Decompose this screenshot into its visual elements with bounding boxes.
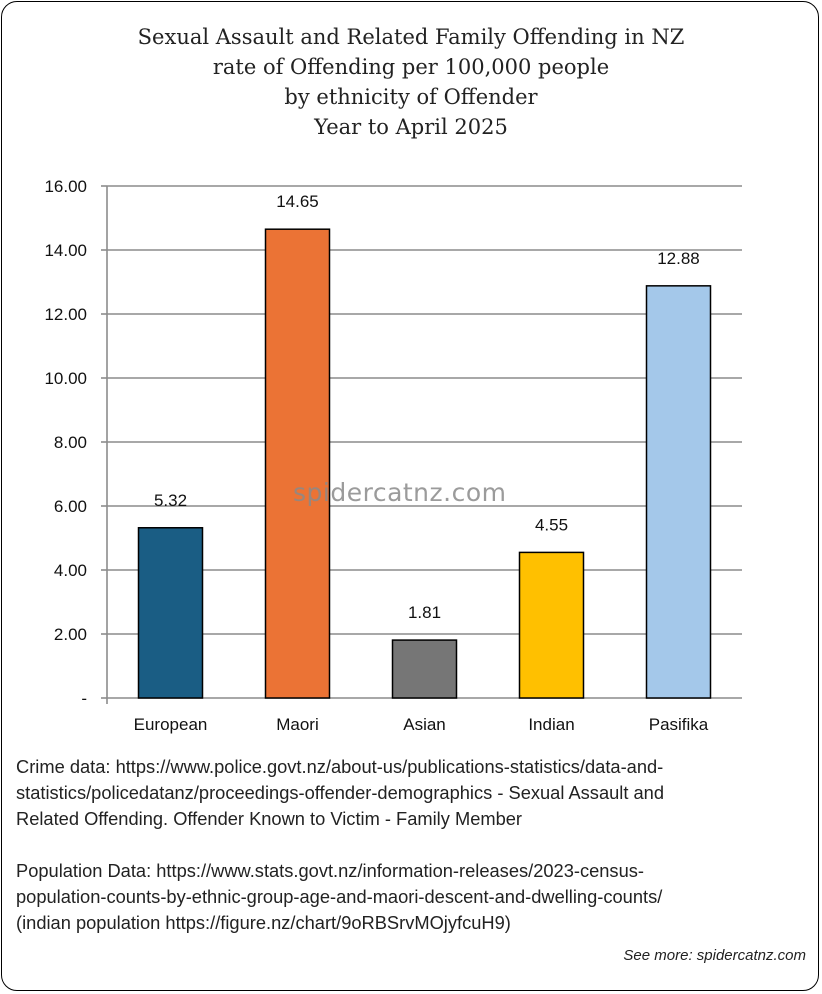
data-label: 4.55 <box>535 515 568 534</box>
y-tick-label: 16.00 <box>44 177 87 196</box>
data-label: 1.81 <box>408 603 441 622</box>
x-tick-label: European <box>134 715 208 734</box>
source-notes: Crime data: https://www.police.govt.nz/a… <box>16 754 806 936</box>
chart-title: Sexual Assault and Related Family Offend… <box>0 22 822 142</box>
y-tick-label: 12.00 <box>44 305 87 324</box>
axes <box>101 185 108 704</box>
labels: - 2.00 4.00 6.00 8.00 10.00 12.00 14.00 16.00 5.3… <box>44 177 708 734</box>
x-tick-label: Pasifika <box>649 715 709 734</box>
crime-data-line-2: statistics/policedatanz/proceedings-offe… <box>16 782 665 803</box>
population-data-line-3: (indian population https://figure.nz/cha… <box>16 912 511 933</box>
bar-european <box>137 527 204 699</box>
title-line-2: rate of Offending per 100,000 people <box>212 55 610 79</box>
data-label: 5.32 <box>154 491 187 510</box>
title-line-1: Sexual Assault and Related Family Offend… <box>137 25 685 49</box>
y-tick-label: 8.00 <box>54 433 87 452</box>
bar-asian <box>391 639 458 699</box>
bar-pasifika <box>645 285 712 699</box>
bars <box>137 228 712 699</box>
y-tick-label: - <box>81 689 87 708</box>
population-data-line-1: Population Data: https://www.stats.govt.… <box>16 860 644 881</box>
x-tick-label: Asian <box>403 715 446 734</box>
bar-maori <box>264 228 331 699</box>
crime-data-line-1: Crime data: https://www.police.govt.nz/a… <box>16 756 664 777</box>
y-tick-label: 4.00 <box>54 561 87 580</box>
y-tick-label: 2.00 <box>54 625 87 644</box>
crime-data-line-3: Related Offending. Offender Known to Vic… <box>16 808 523 829</box>
population-data-line-2: population-counts-by-ethnic-group-age-an… <box>16 886 663 907</box>
title-line-3: by ethnicity of Offender <box>284 85 538 109</box>
title-line-4: Year to April 2025 <box>314 115 508 139</box>
y-tick-label: 10.00 <box>44 369 87 388</box>
data-label: 12.88 <box>657 249 700 268</box>
x-tick-label: Maori <box>276 715 319 734</box>
y-tick-label: 14.00 <box>44 241 87 260</box>
data-label: 14.65 <box>276 192 319 211</box>
x-tick-label: Indian <box>528 715 574 734</box>
y-tick-label: 6.00 <box>54 497 87 516</box>
see-more-link[interactable]: See more: spidercatnz.com <box>623 947 806 964</box>
watermark-text: spidercatnz.com <box>293 478 507 507</box>
bar-indian <box>518 551 585 699</box>
gridlines <box>107 185 742 699</box>
